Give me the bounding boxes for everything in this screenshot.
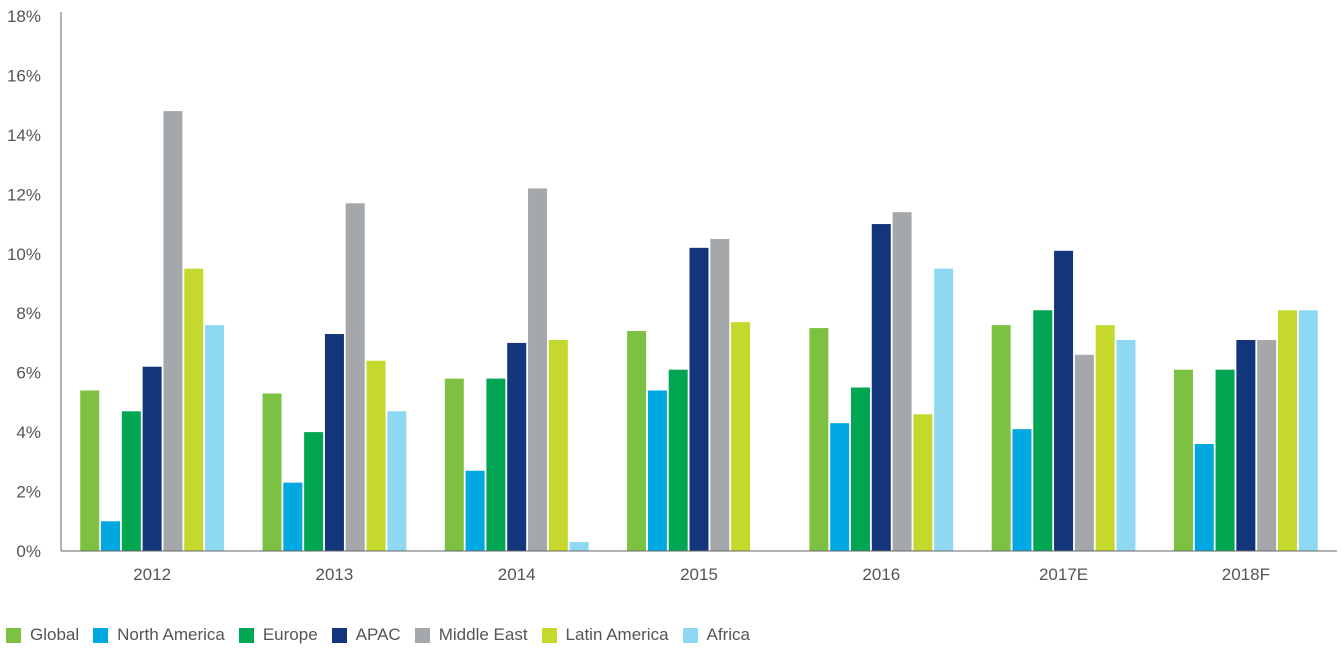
bar-latin-america-2018f [1277,310,1297,551]
y-tick-label: 16% [7,66,41,85]
legend-item: APAC [331,625,401,645]
legend-label: Latin America [565,625,669,644]
bar-middle-east-2014 [528,188,548,551]
bar-north-america-2014 [465,470,485,551]
bar-europe-2014 [486,378,506,551]
bar-middle-east-2013 [345,203,365,551]
y-tick-label: 4% [16,423,41,442]
y-tick-label: 12% [7,185,41,204]
y-tick-label: 18% [7,7,41,26]
bar-global-2015 [627,331,647,551]
legend-label: North America [117,625,225,644]
legend-swatch [331,627,347,643]
bar-global-2016 [809,328,829,551]
bar-europe-2012 [121,411,141,551]
bar-north-america-2016 [830,423,850,551]
x-tick-label: 2013 [316,565,354,584]
x-tick-label: 2014 [498,565,536,584]
legend-swatch [682,627,698,643]
y-axis-ticks: 0% 2% 4% 6% 8% 10% 12% 14% 16% 18% [7,7,41,561]
bar-north-america-2013 [283,482,303,551]
legend-label: APAC [355,625,401,644]
bar-apac-2018f [1236,339,1256,551]
legend-swatch [414,627,430,643]
x-tick-label: 2017E [1039,565,1088,584]
legend-swatch [93,627,109,643]
bar-latin-america-2017e [1095,325,1115,551]
bar-africa-2018f [1298,310,1318,551]
bar-middle-east-2015 [710,238,730,552]
y-tick-label: 8% [16,304,41,323]
x-tick-label: 2012 [133,565,171,584]
bar-latin-america-2016 [913,414,933,551]
y-tick-label: 10% [7,245,41,264]
bar-africa-2017e [1116,339,1136,551]
bar-europe-2016 [850,387,870,551]
y-tick-label: 6% [16,364,41,383]
bar-global-2017e [991,325,1011,551]
bar-latin-america-2012 [184,268,204,551]
bar-global-2014 [444,378,464,551]
bar-africa-2013 [387,411,407,551]
bar-series [80,111,1318,552]
bar-europe-2017e [1033,310,1053,551]
bar-middle-east-2017e [1074,354,1094,551]
legend: Global North America Europe APAC Middle East… [6,625,764,645]
legend-label: Europe [262,625,318,644]
bar-africa-2012 [205,325,225,551]
legend-label: Africa [706,625,751,644]
x-tick-label: 2018F [1222,565,1270,584]
bar-africa-2016 [934,268,954,551]
x-axis-ticks: 2012 2013 2014 2015 2016 2017E 2018F [133,565,1270,584]
bar-global-2018f [1173,369,1193,551]
bar-middle-east-2016 [892,212,912,552]
bar-apac-2016 [871,224,891,551]
bar-africa-2014 [569,542,589,551]
bar-apac-2013 [324,334,344,551]
legend-item: Latin America [541,625,669,645]
bar-apac-2014 [507,342,527,551]
bar-global-2012 [80,390,100,551]
legend-label: Global [30,625,80,644]
bar-europe-2018f [1215,369,1235,551]
bar-apac-2017e [1054,250,1074,551]
legend-swatch [541,627,557,643]
legend-swatch [6,627,21,643]
bar-north-america-2015 [647,390,667,551]
bar-apac-2015 [689,247,709,551]
bar-europe-2013 [304,432,324,551]
y-tick-label: 14% [7,126,41,145]
y-tick-label: 2% [16,483,41,502]
legend-label: Middle East [438,625,528,644]
bar-middle-east-2018f [1257,339,1277,551]
bar-latin-america-2013 [366,360,386,551]
x-tick-label: 2015 [680,565,718,584]
legend-item: Middle East [414,625,528,645]
bar-north-america-2018f [1194,444,1214,551]
bar-middle-east-2012 [163,111,183,552]
bar-latin-america-2014 [548,339,568,551]
bar-apac-2012 [142,366,162,551]
bar-chart: 0%2%4%6%8%10%12%14%16%18% 2012 2013 2014 20… [7,7,1337,584]
legend-item: Global [6,625,79,645]
legend-item: North America [93,625,225,645]
bar-north-america-2012 [101,521,121,551]
bar-latin-america-2015 [731,322,751,551]
bar-global-2013 [262,393,282,551]
bar-europe-2015 [668,369,688,551]
y-tick-label: 0% [16,542,41,561]
legend-item: Africa [682,625,751,645]
bar-north-america-2017e [1012,429,1032,551]
legend-item: Europe [238,625,318,645]
legend-swatch [238,627,254,643]
x-tick-label: 2016 [862,565,900,584]
